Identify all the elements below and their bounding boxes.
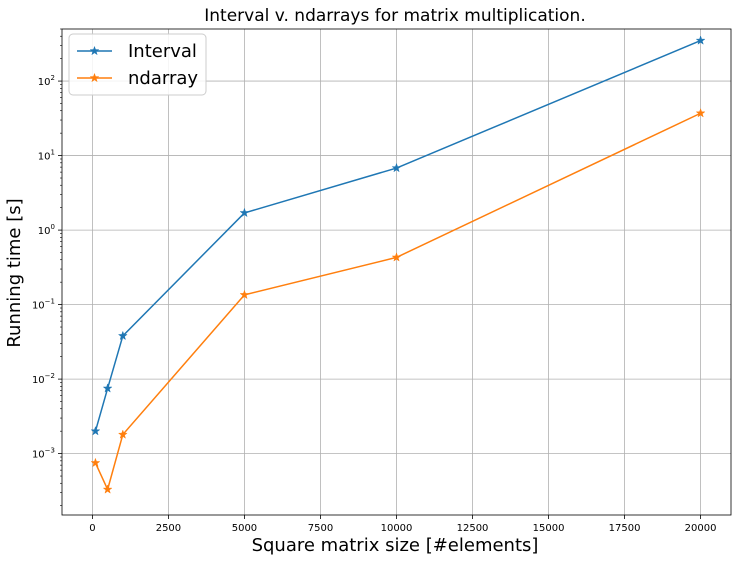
legend-marker [89,45,100,56]
x-axis-title: Square matrix size [#elements] [252,535,539,556]
x-tick-label: 12500 [457,523,489,534]
x-tick-label: 17500 [609,523,641,534]
series-layer [90,35,706,494]
x-tick-label: 2500 [156,523,181,534]
data-point [239,289,250,300]
data-point [102,383,113,393]
data-point [90,425,101,436]
y-tick-label: 101 [38,149,55,163]
x-tick-label: 0 [89,523,95,534]
y-tick-label: 100 [38,223,55,237]
x-tick-label: 7500 [308,523,333,534]
ticks: 0 2500 5000 7500 10000 12500 15000 17500 20000 10… [32,28,717,534]
legend-box [68,33,207,96]
x-tick-label: 5000 [232,523,257,534]
series-ndarray [90,107,706,494]
series-interval [90,35,706,436]
data-point [239,207,250,218]
data-point [695,35,706,45]
data-point [90,457,101,468]
data-point [117,429,128,439]
legend-label: Interval [128,41,197,62]
data-point [391,252,402,262]
y-tick-label: 102 [38,74,55,88]
x-tick-label: 15000 [533,523,565,534]
y-tick-label: 10−1 [32,298,55,312]
legend-marker [89,72,100,83]
legend-item-interval: Interval [77,41,197,62]
data-point [391,162,402,173]
chart-title: Interval v. ndarrays for matrix multipli… [204,6,585,26]
y-tick-label: 10−2 [32,372,55,386]
data-point [695,107,706,118]
x-tick-label: 10000 [381,523,413,534]
series-line [94,39,701,432]
legend: Interval ndarray [68,33,207,96]
legend-item-ndarray: ndarray [77,68,198,89]
data-point [102,484,113,494]
data-point [117,330,128,341]
legend-label: ndarray [128,68,198,89]
x-tick-label: 20000 [685,523,717,534]
y-tick-label: 10−3 [32,447,55,461]
y-axis-title: Running time [s] [4,198,25,347]
series-line [94,112,701,491]
